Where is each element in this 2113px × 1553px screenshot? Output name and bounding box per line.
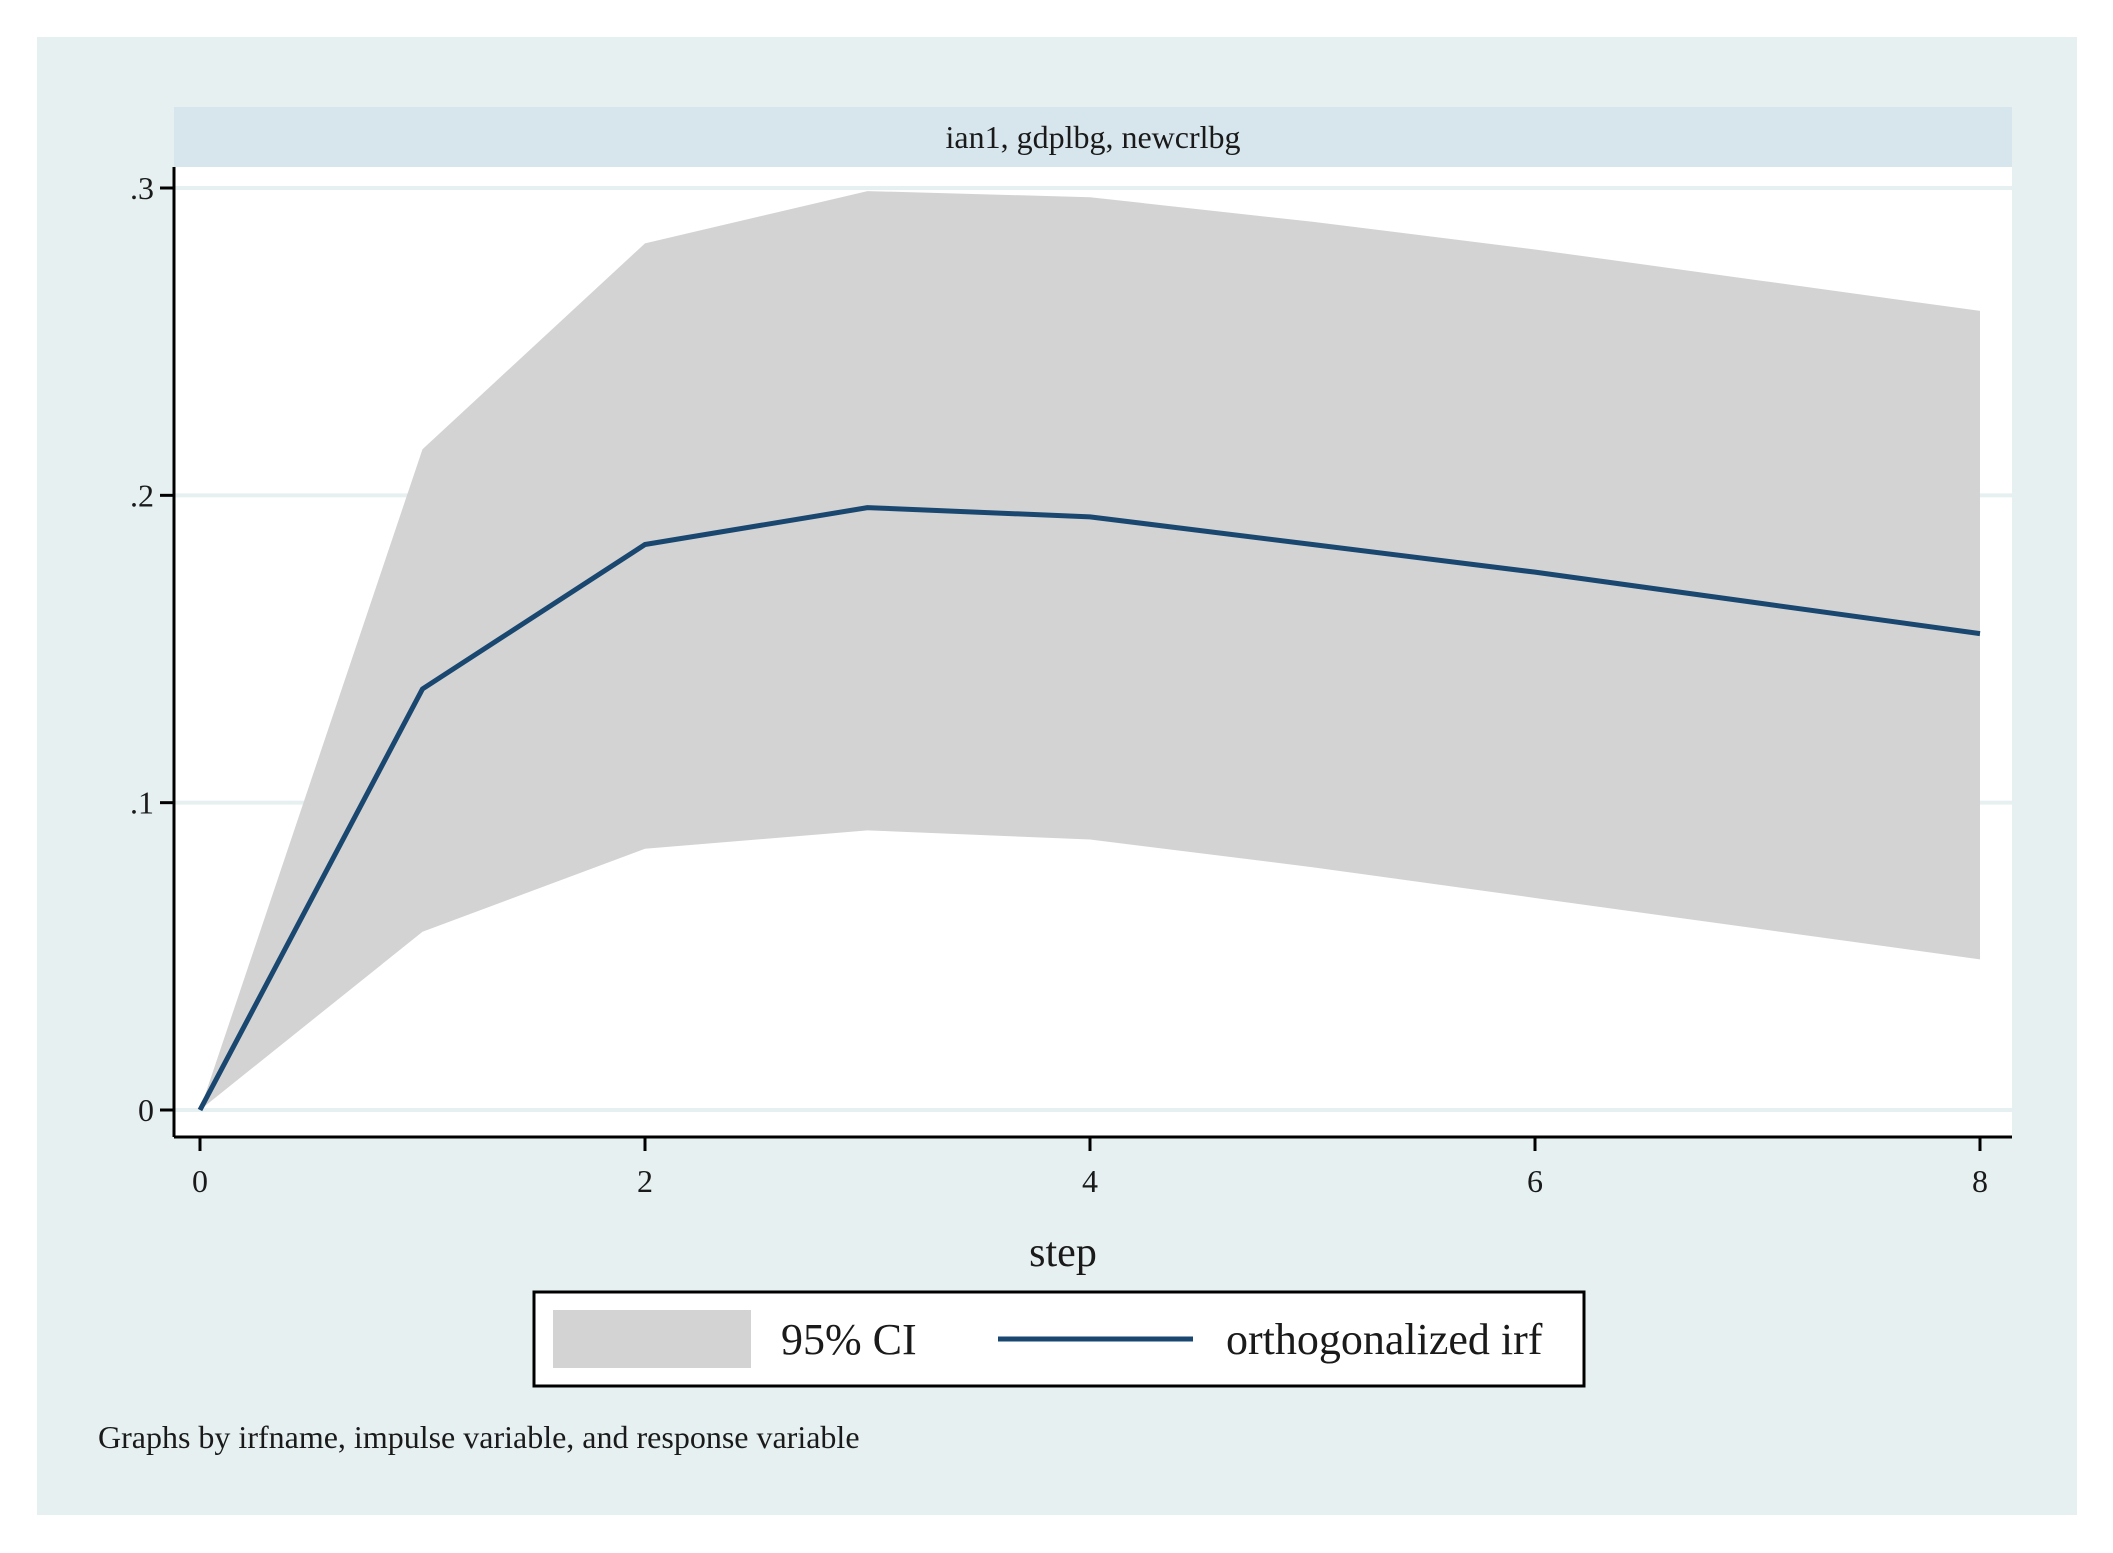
ci-band-group <box>200 191 1980 1110</box>
y-tick-label: .3 <box>130 170 154 206</box>
y-ticks: 0 .1 .2 .3 <box>130 170 174 1128</box>
panel-strip <box>174 107 2012 167</box>
x-tick-label: 6 <box>1527 1163 1543 1199</box>
irf-line <box>197 505 1981 1112</box>
x-axis-label: step <box>1029 1230 1097 1276</box>
legend: 95% CI orthogonalized irf <box>532 1290 1586 1388</box>
y-tick-label: .2 <box>130 477 154 513</box>
y-tick-label: 0 <box>138 1092 154 1128</box>
graph-note: Graphs by irfname, impulse variable, and… <box>98 1419 860 1455</box>
x-tick-label: 8 <box>1972 1163 1988 1199</box>
panel-title: ian1, gdplbg, newcrlbg <box>945 119 1240 155</box>
x-tick-label: 2 <box>637 1163 653 1199</box>
legend-label-irf: orthogonalized irf <box>1226 1315 1543 1364</box>
irf-line-group <box>197 505 1981 1112</box>
x-tick-label: 0 <box>192 1163 208 1199</box>
ci-band <box>200 191 1980 1110</box>
y-tick-label: .1 <box>130 785 154 821</box>
x-ticks: 0 2 4 6 8 <box>192 1137 1988 1199</box>
legend-label-ci: 95% CI <box>781 1315 917 1364</box>
x-tick-label: 4 <box>1082 1163 1098 1199</box>
legend-swatch-ci <box>553 1310 751 1368</box>
